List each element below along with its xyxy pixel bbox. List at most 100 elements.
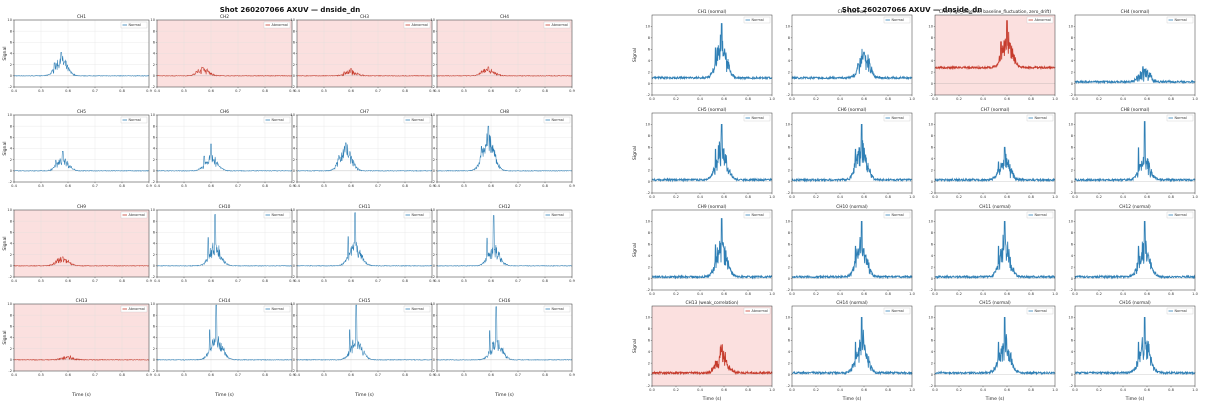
y-tick-label: 6 <box>788 145 791 149</box>
x-tick-label: 0.0 <box>1072 97 1078 101</box>
x-tick-label: 0.0 <box>932 388 938 392</box>
axes-frame <box>1074 112 1196 194</box>
axes-frame <box>934 112 1056 194</box>
x-tick-label: 0.8 <box>119 89 125 93</box>
y-tick-label: 8 <box>293 124 296 128</box>
y-tick-label: 0 <box>788 82 791 86</box>
legend-label: Normal <box>892 309 904 313</box>
x-tick-label: 0.8 <box>542 279 548 283</box>
channel-panel: 0.4 0.5 0.6 0.7 0.8 0.9-20246810CH1NormalSign… <box>2 14 153 93</box>
x-tick-label: 0.6 <box>1004 388 1010 392</box>
x-tick-label: 0.6 <box>488 373 494 377</box>
x-tick-label: 0.6 <box>488 279 494 283</box>
signal-trace <box>651 123 773 183</box>
y-tick-label: 8 <box>433 29 436 33</box>
y-tick-label: 10 <box>150 302 155 306</box>
x-tick-label: 0.7 <box>92 89 98 93</box>
x-tick-label: 0.6 <box>65 89 71 93</box>
x-tick-label: 0.2 <box>956 292 962 296</box>
y-tick-label: 4 <box>293 242 296 246</box>
x-axis-label: Time (s) <box>702 396 722 402</box>
x-tick-label: 0.8 <box>745 292 751 296</box>
panel-title: CH11 <box>359 204 371 210</box>
panel-title: CH3 <box>360 14 369 20</box>
y-tick-label: 6 <box>648 47 651 51</box>
x-tick-label: 0.7 <box>375 279 381 283</box>
x-axis-label: Time (s) <box>985 396 1005 402</box>
legend-label: Normal <box>1175 18 1187 22</box>
panel-background <box>792 113 912 193</box>
x-tick-label: 0.8 <box>1028 195 1034 199</box>
channel-panel: 0.0 0.2 0.4 0.6 0.8 1.0 -2 0 2 4 6 8 10 CH5 (normal) N… <box>632 107 776 199</box>
y-tick-label: 10 <box>290 208 295 212</box>
y-tick-label: 6 <box>433 325 436 329</box>
y-tick-label: 2 <box>788 361 790 365</box>
y-tick-label: 2 <box>153 347 155 351</box>
y-tick-label: 10 <box>785 220 790 224</box>
x-tick-label: 0.4 <box>980 195 986 199</box>
legend-box <box>120 21 148 29</box>
x-tick-label: 0.8 <box>402 279 408 283</box>
x-tick-label: 0.4 <box>294 279 300 283</box>
signal-trace <box>296 304 433 361</box>
y-tick-label: 6 <box>1071 338 1074 342</box>
x-tick-label: 0.5 <box>321 279 327 283</box>
x-tick-label: 0.4 <box>11 279 17 283</box>
y-tick-label: 0 <box>10 74 13 78</box>
signal-trace <box>296 142 433 172</box>
panel-title: CH16 (normal) <box>1119 300 1151 306</box>
y-axis-label: Signal <box>2 46 8 60</box>
legend-label: Abnormal <box>752 309 768 313</box>
x-tick-label: 0.8 <box>885 388 891 392</box>
y-tick-label: 10 <box>7 113 12 117</box>
panel-title: CH5 (normal) <box>698 107 727 113</box>
y-tick-label: 2 <box>293 347 295 351</box>
y-tick-label: 4 <box>648 254 651 258</box>
y-tick-label: 4 <box>10 336 13 340</box>
signal-trace <box>436 306 573 361</box>
panel-title: CH13 <box>76 298 88 304</box>
x-tick-label: 0.2 <box>1096 388 1102 392</box>
x-tick-label: 1.0 <box>1192 97 1198 101</box>
y-tick-label: 4 <box>788 157 791 161</box>
channel-panel: 0.0 0.2 0.4 0.6 0.8 1.0 -2 0 2 4 6 8 10 CH2 (normal) N… <box>785 9 915 101</box>
x-tick-label: 0.6 <box>861 292 867 296</box>
y-tick-label: 6 <box>931 47 934 51</box>
x-tick-label: 0.5 <box>38 279 44 283</box>
y-tick-label: 4 <box>153 242 156 246</box>
y-tick-label: 4 <box>931 59 934 63</box>
x-tick-label: 0.7 <box>515 279 521 283</box>
signal-trace <box>1074 316 1196 376</box>
legend-box <box>1166 211 1194 219</box>
y-tick-label: 10 <box>785 123 790 127</box>
legend-label: Normal <box>1035 116 1047 120</box>
x-tick-label: 0.8 <box>885 97 891 101</box>
x-tick-label: 0.8 <box>262 89 268 93</box>
y-tick-label: 2 <box>648 70 650 74</box>
x-tick-label: 0.6 <box>65 279 71 283</box>
x-tick-label: 0.7 <box>235 184 241 188</box>
signal-trace <box>156 304 293 361</box>
x-tick-label: 0.7 <box>235 279 241 283</box>
x-tick-label: 0.8 <box>745 388 751 392</box>
channel-panel: 0.0 0.2 0.4 0.6 0.8 1.0 -2 0 2 4 6 8 10 CH11 (normal)… <box>928 204 1058 296</box>
panel-title: CH2 (normal) <box>838 9 867 15</box>
y-tick-label: 4 <box>931 350 934 354</box>
x-tick-label: 0.4 <box>980 388 986 392</box>
panel-title: CH6 (normal) <box>838 107 867 113</box>
y-tick-label: 8 <box>788 231 791 235</box>
panel-title: CH3 (high_baseline, baseline_fluctuation… <box>939 9 1051 15</box>
y-tick-label: 8 <box>648 134 651 138</box>
y-tick-label: -2 <box>929 384 933 388</box>
y-tick-label: 8 <box>931 36 934 40</box>
x-tick-label: 0.0 <box>932 97 938 101</box>
y-tick-label: 10 <box>150 18 155 22</box>
x-tick-label: 0.4 <box>11 89 17 93</box>
legend-label: Abnormal <box>129 307 145 311</box>
x-tick-label: 0.6 <box>348 184 354 188</box>
x-tick-label: 0.9 <box>429 184 435 188</box>
y-tick-label: 8 <box>293 29 296 33</box>
